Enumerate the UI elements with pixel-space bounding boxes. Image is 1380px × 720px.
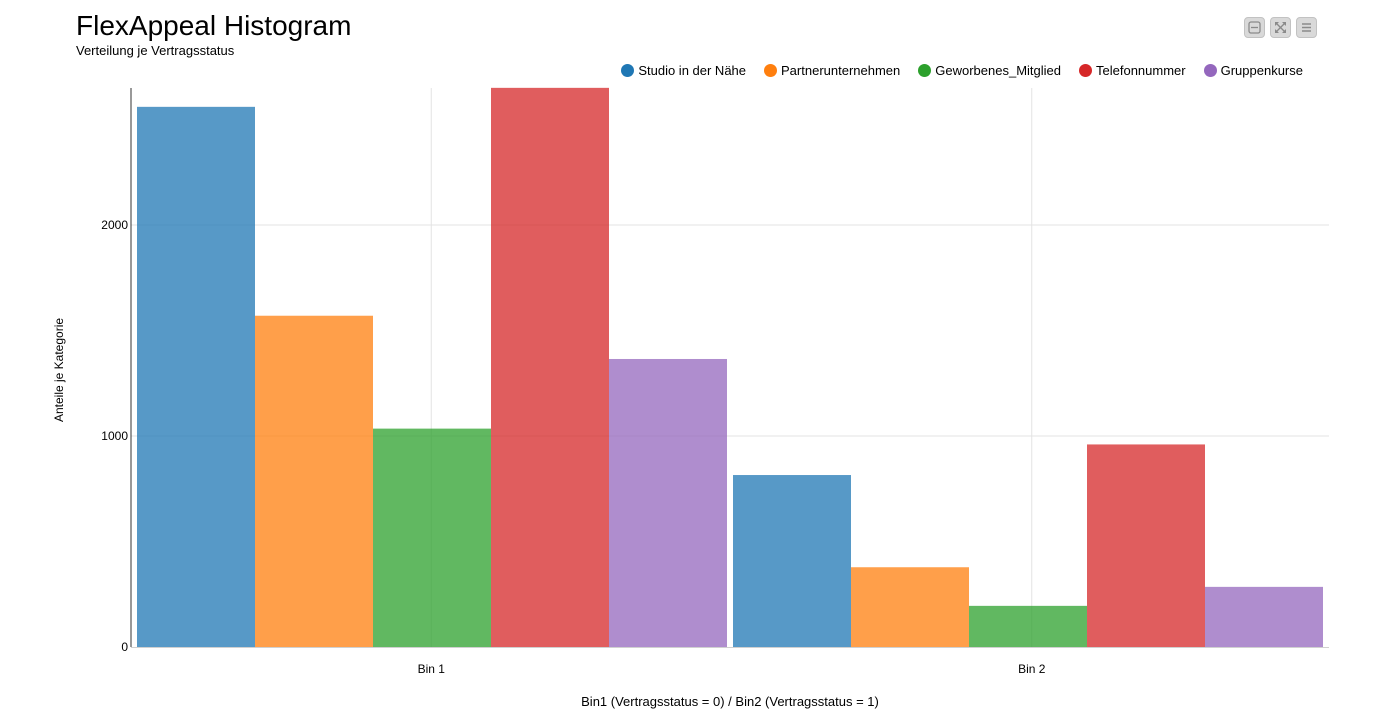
bar[interactable] <box>491 87 609 648</box>
legend-item-gruppen[interactable]: Gruppenkurse <box>1203 63 1303 78</box>
y-tick-label: 1000 <box>101 429 128 443</box>
collapse-button[interactable] <box>1244 17 1265 38</box>
legend-item-geworben[interactable]: Geworbenes_Mitglied <box>918 63 1061 78</box>
legend-dot-icon <box>918 64 932 77</box>
y-tick-label: 0 <box>121 640 128 654</box>
x-tick-label: Bin 1 <box>418 662 446 676</box>
bar[interactable] <box>733 475 851 647</box>
collapse-icon <box>1248 21 1261 34</box>
legend-dot-icon <box>764 64 778 77</box>
legend-label: Geworbenes_Mitglied <box>935 63 1061 78</box>
expand-icon <box>1275 22 1286 33</box>
legend-dot-icon <box>1079 64 1092 77</box>
menu-button[interactable] <box>1296 17 1317 38</box>
bar[interactable] <box>1087 444 1205 647</box>
bar[interactable] <box>373 428 491 647</box>
x-tick-labels: Bin 1 Bin 2 <box>418 662 1046 676</box>
bar[interactable] <box>137 106 255 648</box>
y-axis-label: Anteile je Kategorie <box>52 318 66 422</box>
legend-item-studio[interactable]: Studio in der Nähe <box>621 63 746 78</box>
menu-icon <box>1302 23 1311 32</box>
x-axis-label: Bin1 (Vertragsstatus = 0) / Bin2 (Vertra… <box>581 694 879 709</box>
legend-item-partner[interactable]: Partnerunternehmen <box>764 63 900 78</box>
legend-item-telefon[interactable]: Telefonnummer <box>1079 63 1186 78</box>
expand-button[interactable] <box>1270 17 1291 38</box>
chart-legend: Studio in der Nähe Partnerunternehmen Ge… <box>621 63 1303 78</box>
bar[interactable] <box>255 315 373 647</box>
y-tick-label: 2000 <box>101 218 128 232</box>
bar[interactable] <box>609 358 727 647</box>
x-tick-label: Bin 2 <box>1018 662 1046 676</box>
axes-group <box>130 88 1329 648</box>
chart-title: FlexAppeal Histogram <box>76 10 352 41</box>
bar[interactable] <box>851 567 969 647</box>
legend-label: Telefonnummer <box>1096 63 1186 78</box>
chart-subtitle: Verteilung je Vertragsstatus <box>76 43 235 58</box>
legend-dot-icon <box>621 64 635 77</box>
y-tick-labels: 0 1000 2000 <box>101 218 128 654</box>
legend-label: Partnerunternehmen <box>781 63 901 78</box>
chart-toolbar <box>1244 17 1317 38</box>
bar[interactable] <box>1205 586 1323 647</box>
legend-label: Studio in der Nähe <box>638 63 747 78</box>
bars-group <box>137 87 1323 648</box>
bar[interactable] <box>969 605 1087 647</box>
legend-dot-icon <box>1203 64 1217 77</box>
legend-label: Gruppenkurse <box>1220 63 1303 78</box>
